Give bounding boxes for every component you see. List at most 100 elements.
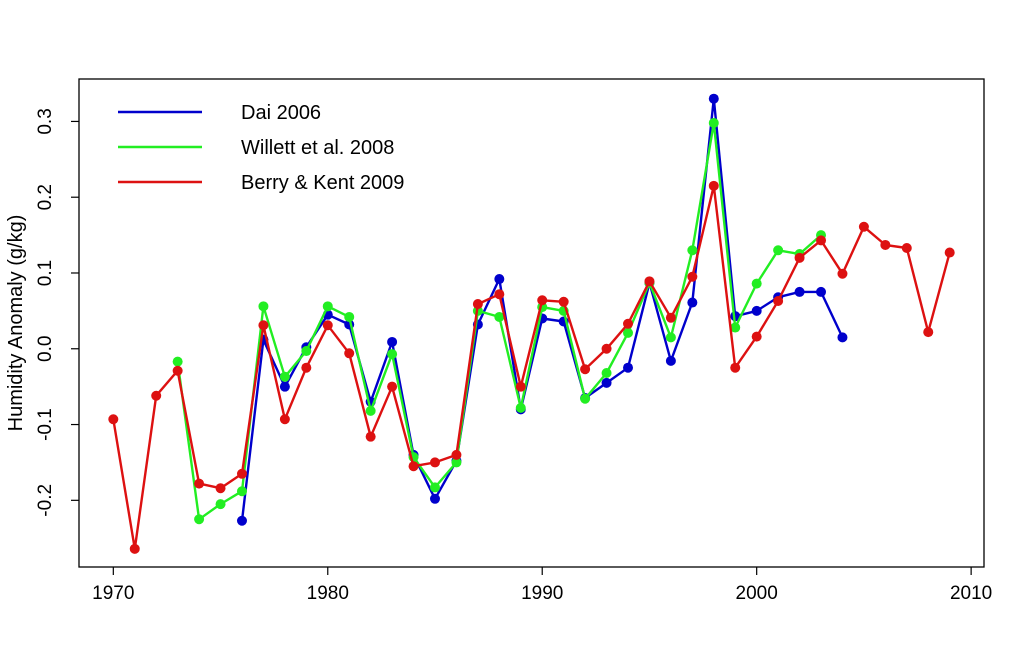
y-tick-label: -0.2 (35, 484, 56, 517)
data-point (708, 180, 719, 191)
data-point (730, 322, 741, 333)
data-point (451, 449, 462, 460)
data-point (172, 365, 183, 376)
data-point (236, 515, 247, 526)
series-layer (108, 93, 955, 554)
data-point (279, 371, 290, 382)
data-point (301, 362, 312, 373)
data-point (151, 390, 162, 401)
data-point (944, 247, 955, 258)
data-point (708, 117, 719, 128)
data-point (558, 296, 569, 307)
data-point (665, 332, 676, 343)
data-point (429, 482, 440, 493)
data-point (687, 297, 698, 308)
y-tick-label: 0.3 (35, 108, 56, 134)
data-point (387, 381, 398, 392)
data-point (365, 405, 376, 416)
data-point (515, 381, 526, 392)
data-point (665, 355, 676, 366)
x-tick-label: 2000 (736, 583, 778, 604)
data-point (194, 514, 205, 525)
data-point (794, 252, 805, 263)
x-tick-label: 2010 (950, 583, 992, 604)
data-point (837, 332, 848, 343)
data-point (880, 239, 891, 250)
y-tick-label: 0.0 (35, 336, 56, 362)
data-point (515, 402, 526, 413)
data-point (537, 295, 548, 306)
legend: Dai 2006 Willett et al. 2008 Berry & Kent … (118, 102, 404, 194)
data-point (301, 346, 312, 357)
data-point (773, 296, 784, 307)
data-point (773, 245, 784, 256)
data-point (794, 286, 805, 297)
data-point (279, 414, 290, 425)
data-point (322, 301, 333, 312)
data-point (215, 499, 226, 510)
data-point (623, 362, 634, 373)
data-point (580, 393, 591, 404)
data-point (837, 268, 848, 279)
y-tick-label: -0.1 (35, 408, 56, 441)
data-point (279, 381, 290, 392)
y-axis-title: Humidity Anomaly (g/kg) (5, 215, 27, 432)
data-point (108, 414, 119, 425)
data-point (751, 305, 762, 316)
data-point (687, 271, 698, 282)
data-point (708, 93, 719, 104)
data-point (601, 368, 612, 379)
data-point (494, 289, 505, 300)
data-point (901, 242, 912, 253)
data-point (236, 468, 247, 479)
data-point (344, 348, 355, 359)
data-point (623, 327, 634, 338)
legend-label: Willett et al. 2008 (241, 137, 394, 159)
data-point (322, 320, 333, 331)
data-point (429, 457, 440, 468)
data-point (172, 356, 183, 367)
y-tick-label: 0.2 (35, 184, 56, 210)
series-1 (172, 117, 827, 525)
x-tick-label: 1970 (92, 583, 134, 604)
x-axis: 1970 1980 1990 2000 2010 (92, 567, 992, 604)
data-point (194, 478, 205, 489)
data-point (601, 343, 612, 354)
data-point (344, 311, 355, 322)
y-tick-label: 0.1 (35, 260, 56, 286)
data-point (451, 457, 462, 468)
data-point (601, 377, 612, 388)
data-point (258, 301, 269, 312)
data-point (687, 245, 698, 256)
data-point (623, 318, 634, 329)
data-point (858, 221, 869, 232)
data-point (580, 364, 591, 375)
data-point (472, 299, 483, 310)
legend-label: Dai 2006 (241, 102, 321, 124)
x-tick-label: 1980 (307, 583, 349, 604)
series-line (112, 184, 951, 550)
data-point (816, 235, 827, 246)
data-point (387, 349, 398, 360)
data-point (730, 362, 741, 373)
data-point (644, 276, 655, 287)
data-point (387, 336, 398, 347)
data-point (665, 312, 676, 323)
data-point (816, 286, 827, 297)
data-point (215, 483, 226, 494)
data-point (408, 461, 419, 472)
series-2 (108, 180, 955, 554)
data-point (429, 493, 440, 504)
x-tick-label: 1990 (521, 583, 563, 604)
data-point (494, 274, 505, 285)
data-point (494, 311, 505, 322)
plot-frame (78, 78, 985, 568)
data-point (923, 327, 934, 338)
data-point (751, 278, 762, 289)
data-point (129, 543, 140, 554)
legend-label: Berry & Kent 2009 (241, 172, 404, 194)
data-point (365, 431, 376, 442)
y-axis: -0.2 -0.1 0.0 0.1 0.2 0.3 (35, 108, 79, 517)
data-point (236, 486, 247, 497)
